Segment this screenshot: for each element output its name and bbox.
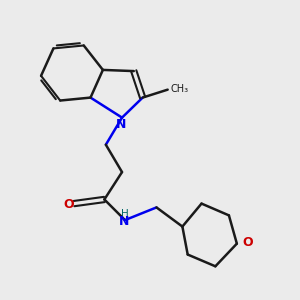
Text: N: N bbox=[119, 215, 130, 228]
Text: H: H bbox=[121, 208, 128, 219]
Text: O: O bbox=[63, 198, 74, 211]
Text: N: N bbox=[116, 118, 127, 130]
Text: O: O bbox=[243, 236, 254, 249]
Text: CH₃: CH₃ bbox=[170, 84, 188, 94]
